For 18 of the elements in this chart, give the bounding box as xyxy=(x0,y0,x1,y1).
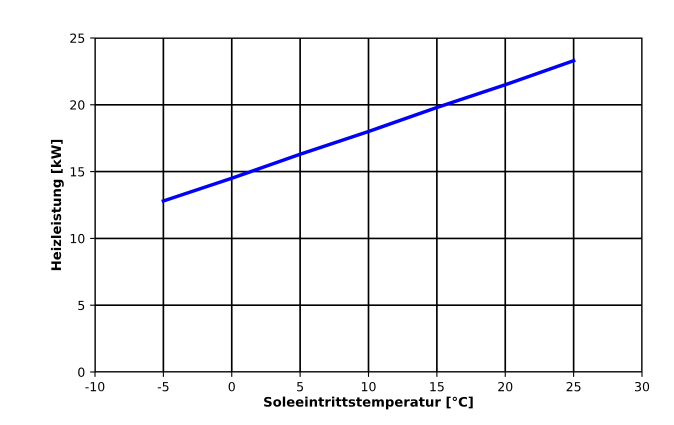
x-tick-label: 10 xyxy=(362,382,376,392)
x-tick-label: 25 xyxy=(566,382,580,392)
x-tick-label: 20 xyxy=(498,382,512,392)
line-series xyxy=(162,58,576,203)
x-tick-label: -5 xyxy=(158,382,169,392)
x-tick-label: 5 xyxy=(297,382,304,392)
y-tick-label: 10 xyxy=(70,234,84,244)
y-tick-label: 5 xyxy=(78,300,84,310)
y-tick-label: 0 xyxy=(78,367,84,377)
x-tick-label: 0 xyxy=(228,382,235,392)
y-tick-label: 20 xyxy=(70,100,84,110)
x-tick-label: 15 xyxy=(430,382,444,392)
y-tick-label: 25 xyxy=(70,33,84,43)
x-tick-label: -10 xyxy=(85,382,104,392)
x-tick-label: 30 xyxy=(635,382,650,392)
y-tick-label: 15 xyxy=(70,167,84,177)
x-axis-title: Soleeintrittstemperatur [°C] xyxy=(264,396,473,410)
y-axis-title: Heizleistung [kW] xyxy=(50,140,64,270)
